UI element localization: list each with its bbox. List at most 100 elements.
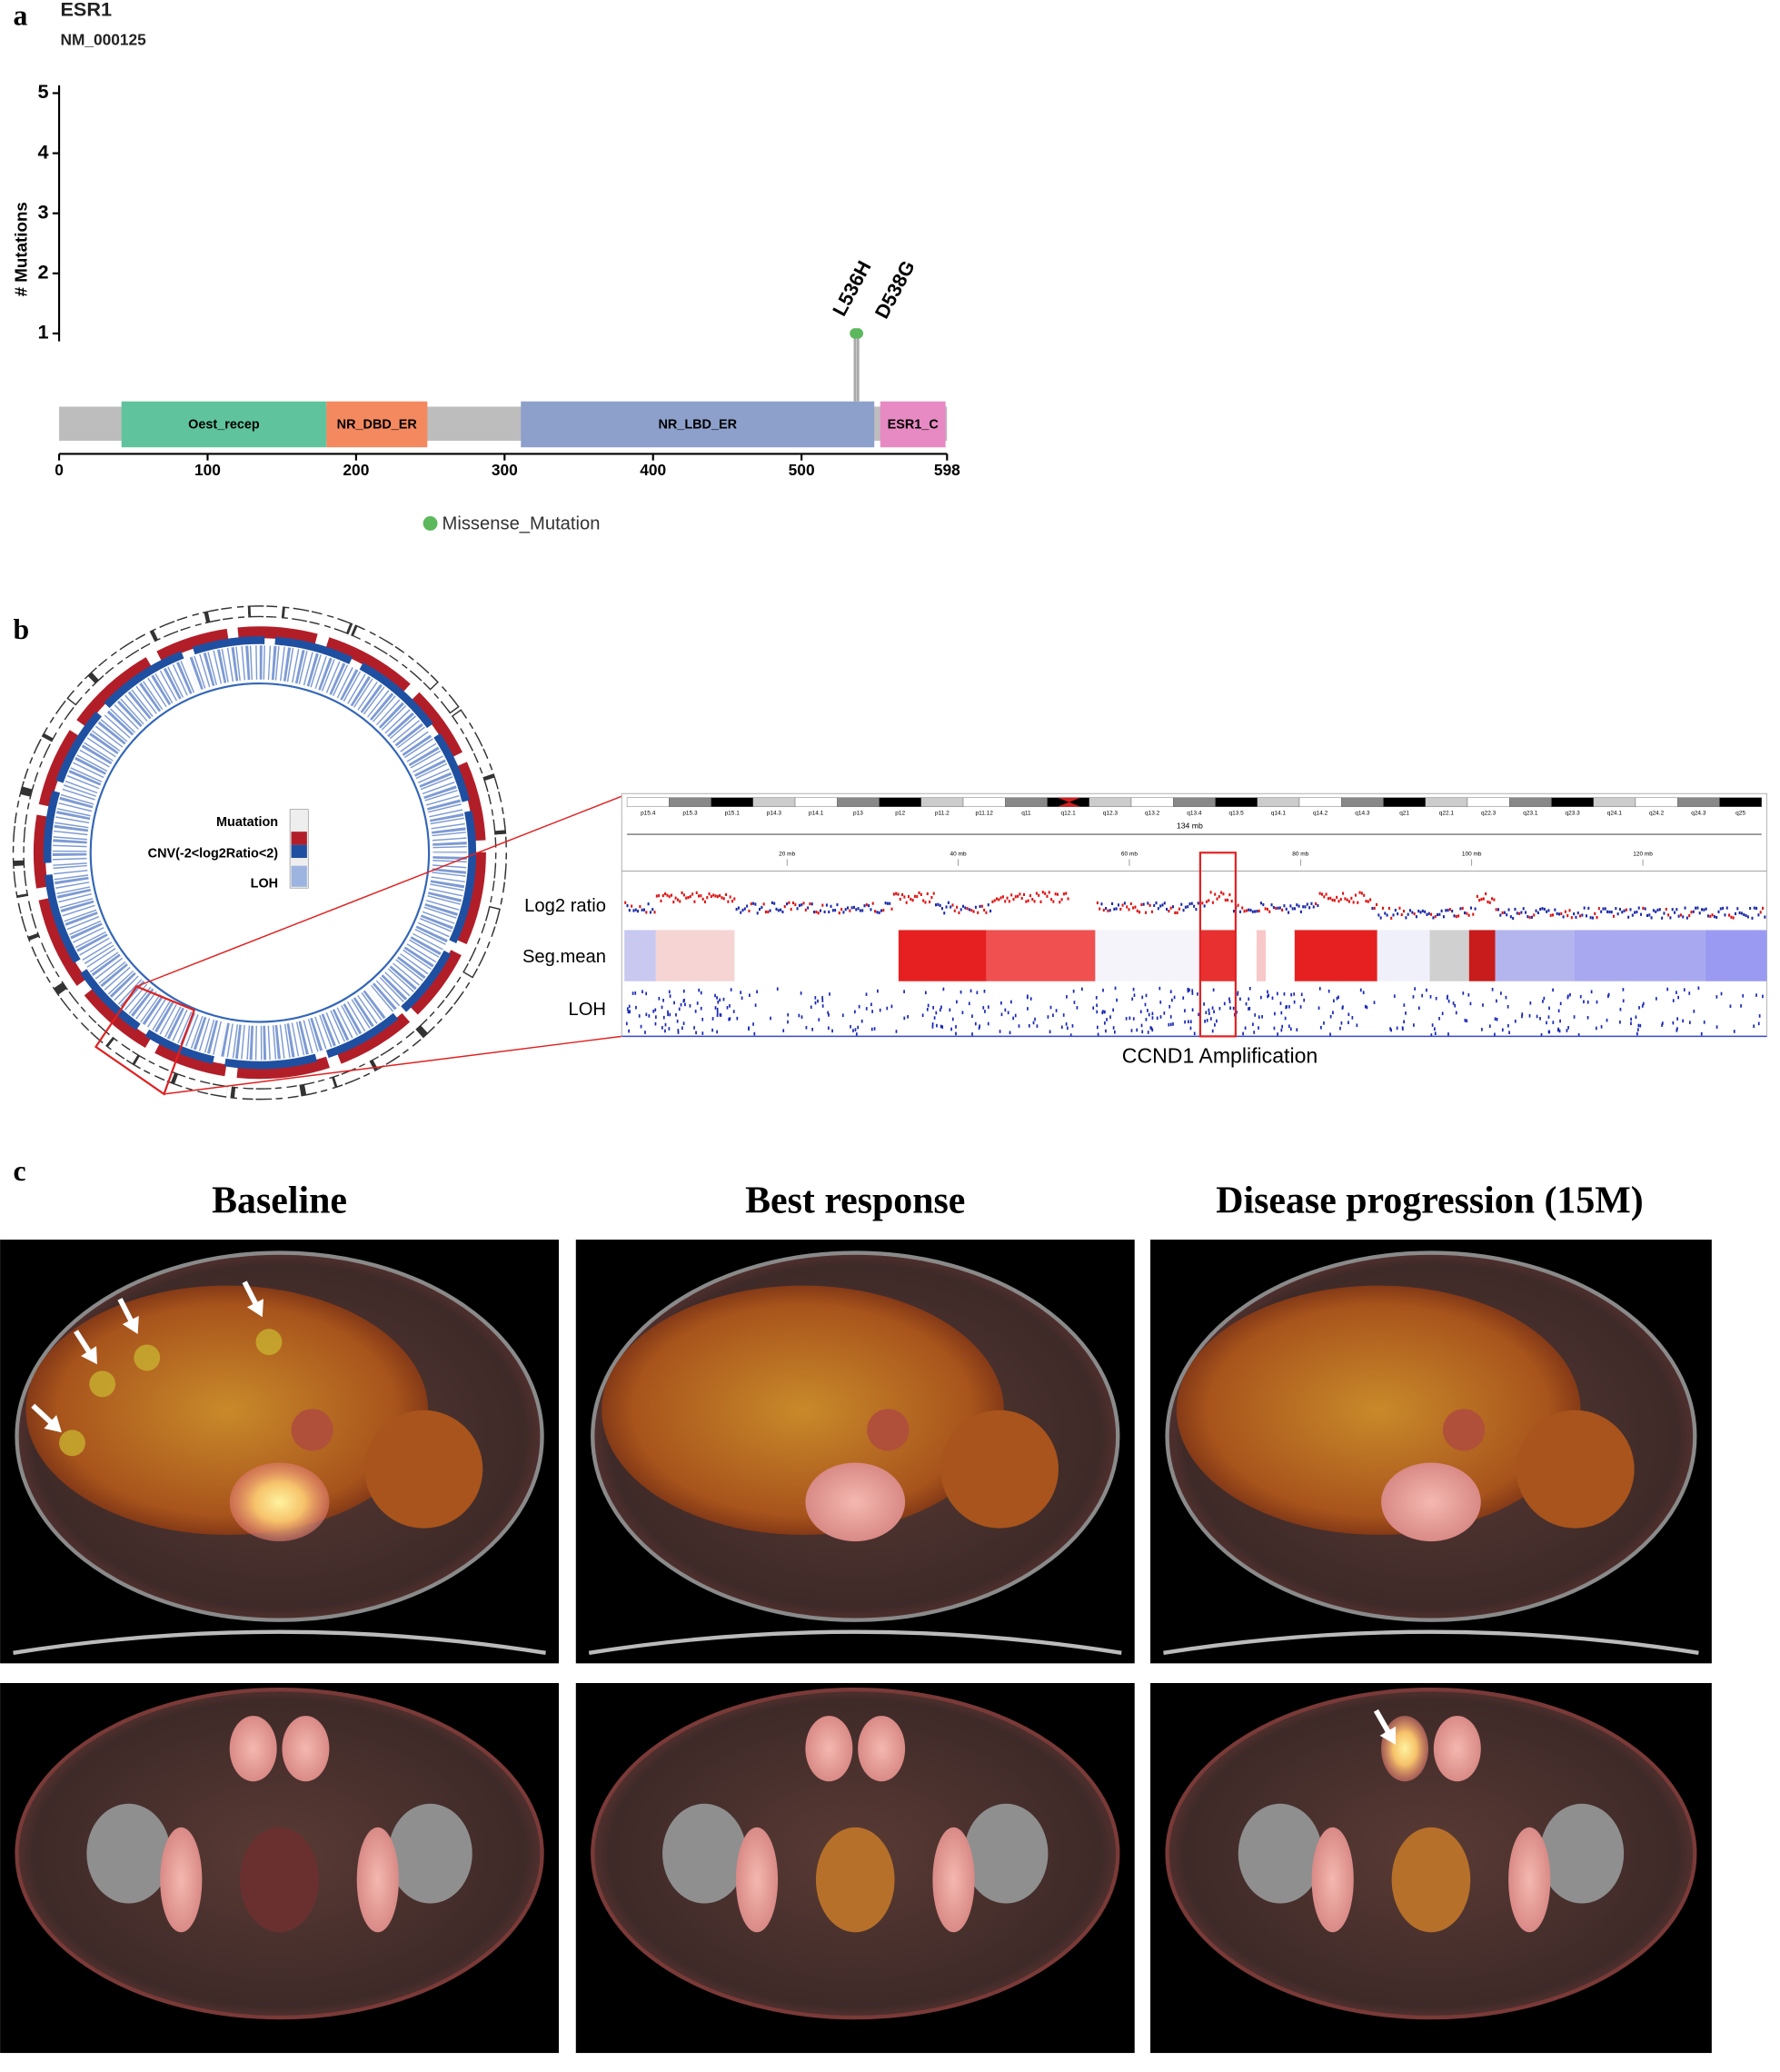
loh-point	[1508, 1031, 1510, 1034]
loh-point	[1092, 1006, 1095, 1011]
log2-point	[1684, 906, 1686, 910]
log2-point	[1448, 908, 1451, 911]
log2-point	[1159, 904, 1162, 908]
log2-point	[791, 901, 794, 905]
loh-point	[1066, 1026, 1069, 1031]
seg-mean-block	[1429, 930, 1469, 981]
loh-point	[1184, 1009, 1186, 1012]
log2-point	[1039, 900, 1042, 903]
log2-point	[1222, 892, 1225, 896]
log2-point	[1575, 915, 1577, 919]
log2-point	[1050, 898, 1053, 902]
log2-point	[831, 909, 834, 912]
loh-point	[1641, 1004, 1644, 1008]
loh-point	[1452, 1001, 1455, 1005]
log2-point	[1227, 898, 1229, 902]
log2-point	[1407, 912, 1409, 916]
loh-point	[1293, 992, 1296, 996]
log2-point	[1299, 910, 1302, 913]
loh-point	[1542, 1000, 1544, 1003]
log2-point	[1318, 892, 1321, 895]
loh-point	[682, 1021, 685, 1025]
log2-point	[1686, 916, 1688, 920]
spleen	[1516, 1410, 1635, 1529]
loh-point	[675, 1012, 677, 1017]
loh-point	[1000, 1012, 1003, 1017]
loh-point	[1012, 1016, 1015, 1021]
log2-point	[1507, 908, 1510, 911]
loh-point	[1529, 1001, 1532, 1005]
log2-point	[895, 892, 898, 895]
loh-point	[1069, 1033, 1072, 1037]
loh-point	[1101, 1011, 1104, 1015]
log2-point	[798, 903, 801, 907]
log2-point	[1017, 894, 1019, 898]
log2-point	[1371, 906, 1374, 911]
log2-point	[1107, 909, 1109, 912]
loh-point	[1036, 1024, 1039, 1028]
log2-point	[1400, 912, 1403, 917]
log2-point	[794, 902, 797, 907]
log2-point	[676, 898, 679, 902]
loh-point	[787, 1020, 789, 1024]
log2-point	[1514, 907, 1516, 911]
loh-point	[1274, 1011, 1276, 1016]
loh-point	[1151, 1028, 1154, 1032]
log2-point	[1453, 914, 1456, 918]
loh-point	[1438, 1016, 1440, 1021]
loh-point	[787, 1012, 790, 1017]
loh-point	[1147, 1009, 1149, 1012]
loh-point	[1071, 1024, 1074, 1028]
log2-point	[1501, 911, 1504, 914]
log2-point	[1413, 912, 1416, 916]
log2-point	[802, 902, 805, 905]
loh-point	[1390, 1028, 1392, 1032]
loh-point	[1052, 1013, 1054, 1018]
loh-point	[1481, 1028, 1483, 1031]
log2-point	[840, 907, 843, 911]
log2-point	[727, 900, 730, 903]
loh-point	[976, 991, 979, 995]
log2-point	[725, 892, 728, 897]
log2-point	[1690, 911, 1693, 914]
log2-point	[1344, 897, 1347, 901]
log2-point	[1602, 907, 1605, 911]
log2-point	[1562, 915, 1565, 919]
log2-point	[714, 894, 717, 898]
log2-point	[1701, 908, 1704, 911]
loh-point	[1293, 1000, 1296, 1004]
loh-point	[829, 992, 830, 996]
legend-swatch	[291, 865, 307, 887]
rectum	[815, 1827, 895, 1933]
ideogram-band	[1257, 797, 1300, 807]
log2-point	[1035, 892, 1038, 895]
log2-point	[1596, 916, 1598, 920]
log2-point	[890, 907, 893, 911]
loh-point	[1431, 1023, 1434, 1027]
loh-point	[1151, 1011, 1154, 1016]
log2-point	[1317, 903, 1319, 908]
log2-point	[775, 907, 778, 911]
loh-point	[1636, 1031, 1638, 1036]
band-label: q14.1	[1271, 811, 1287, 817]
loh-point	[1206, 1019, 1208, 1022]
loh-point	[1577, 1033, 1580, 1037]
log2-point	[773, 902, 776, 905]
loh-point	[805, 1025, 808, 1030]
log2-point	[1331, 898, 1334, 902]
loh-point	[1169, 990, 1172, 994]
log2-point	[1709, 914, 1712, 918]
seg-mean-block	[986, 930, 1096, 981]
log2-point	[930, 896, 933, 900]
log2-point	[1010, 893, 1013, 897]
log2-point	[1724, 913, 1726, 917]
loh-point	[662, 1015, 665, 1020]
loh-point	[1559, 1019, 1561, 1023]
ideogram-band	[962, 797, 1006, 807]
log2-point	[1293, 907, 1296, 911]
loh-point	[641, 990, 643, 994]
loh-point	[1242, 1031, 1244, 1036]
loh-point	[673, 1001, 675, 1005]
log2-point	[1019, 892, 1021, 896]
loh-point	[730, 988, 732, 991]
